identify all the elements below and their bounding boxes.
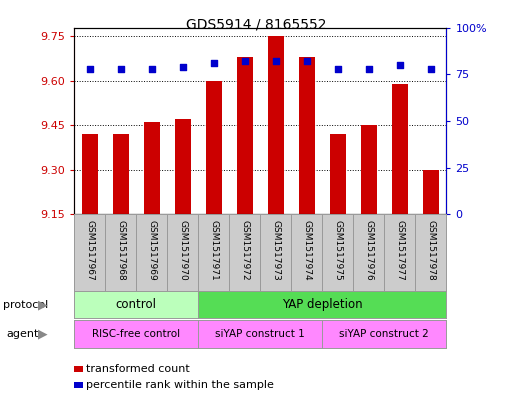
Bar <box>82 134 97 214</box>
Point <box>334 65 342 72</box>
Text: GSM1517978: GSM1517978 <box>426 220 436 281</box>
Point <box>303 58 311 64</box>
Text: agent: agent <box>7 329 39 339</box>
Text: siYAP construct 1: siYAP construct 1 <box>215 329 305 339</box>
Point <box>396 62 404 68</box>
Text: GDS5914 / 8165552: GDS5914 / 8165552 <box>186 18 327 32</box>
Point <box>272 58 280 64</box>
Bar <box>113 134 129 214</box>
Text: GSM1517969: GSM1517969 <box>147 220 156 281</box>
Text: RISC-free control: RISC-free control <box>92 329 181 339</box>
Text: GSM1517977: GSM1517977 <box>396 220 404 281</box>
Text: GSM1517975: GSM1517975 <box>333 220 342 281</box>
Text: percentile rank within the sample: percentile rank within the sample <box>86 380 273 390</box>
Point <box>365 65 373 72</box>
Point <box>427 65 435 72</box>
Text: transformed count: transformed count <box>86 364 189 374</box>
Text: GSM1517976: GSM1517976 <box>364 220 373 281</box>
Text: siYAP construct 2: siYAP construct 2 <box>340 329 429 339</box>
Bar <box>423 170 439 214</box>
Bar <box>392 84 407 214</box>
Text: GSM1517968: GSM1517968 <box>116 220 125 281</box>
Point <box>179 64 187 70</box>
Bar <box>330 134 346 214</box>
Bar <box>237 57 252 214</box>
Bar <box>175 119 191 214</box>
Point <box>210 60 218 66</box>
Text: GSM1517967: GSM1517967 <box>85 220 94 281</box>
Bar <box>206 81 222 214</box>
Point <box>86 65 94 72</box>
Text: GSM1517970: GSM1517970 <box>179 220 187 281</box>
Point <box>148 65 156 72</box>
Text: GSM1517974: GSM1517974 <box>302 220 311 281</box>
Bar <box>361 125 377 214</box>
Text: YAP depletion: YAP depletion <box>282 298 363 311</box>
Text: protocol: protocol <box>3 299 48 310</box>
Text: GSM1517973: GSM1517973 <box>271 220 280 281</box>
Text: GSM1517972: GSM1517972 <box>241 220 249 281</box>
Point <box>241 58 249 64</box>
Text: GSM1517971: GSM1517971 <box>209 220 219 281</box>
Text: control: control <box>116 298 157 311</box>
Point <box>117 65 125 72</box>
Text: ▶: ▶ <box>38 327 47 341</box>
Text: ▶: ▶ <box>38 298 47 311</box>
Bar <box>144 122 160 214</box>
Bar <box>268 37 284 214</box>
Bar <box>299 57 314 214</box>
